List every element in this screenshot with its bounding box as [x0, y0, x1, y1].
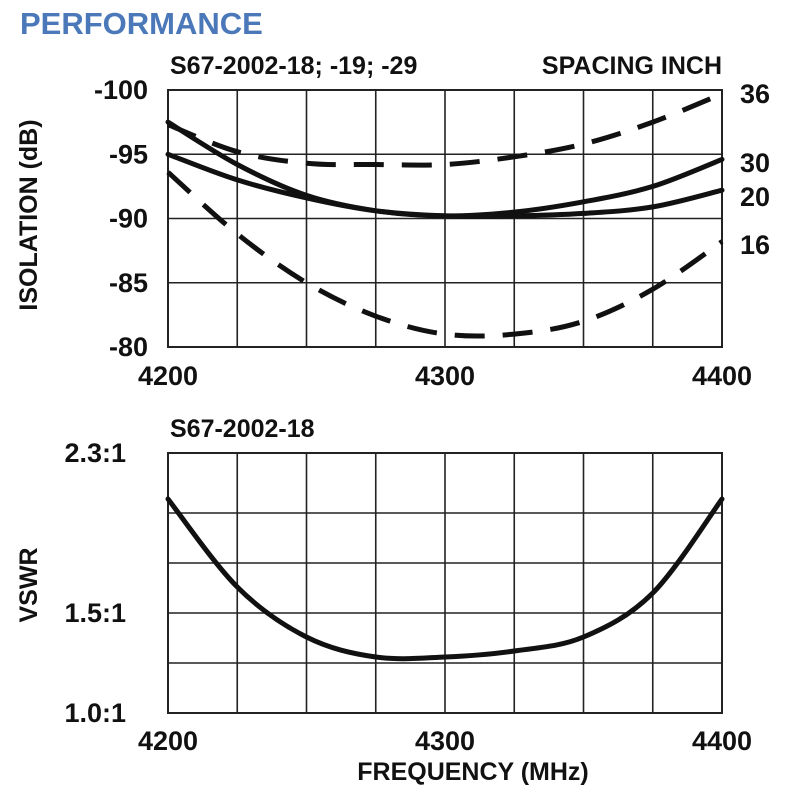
isolation-grid	[167, 89, 723, 348]
y-tick-label: -80	[109, 332, 148, 362]
isolation-y-axis-label: ISOLATION (dB)	[15, 119, 43, 310]
vswr-grid	[167, 452, 723, 714]
vswr-y-axis-label: VSWR	[15, 548, 43, 623]
y-tick-label: -100	[94, 75, 148, 105]
x-tick-label: 4400	[692, 726, 752, 756]
vswr-chart-title: S67-2002-18	[170, 415, 315, 443]
isolation-x-ticks: 4200 4300 4400	[138, 361, 752, 391]
y-tick-label: 1.0:1	[64, 698, 126, 728]
page-heading: PERFORMANCE	[20, 6, 263, 41]
x-tick-label: 4200	[138, 361, 198, 391]
y-tick-label: -85	[109, 268, 148, 298]
series-line-16	[166, 170, 724, 339]
spacing-legend-title: SPACING INCH	[542, 52, 722, 80]
isolation-chart-title: S67-2002-18; -19; -29	[170, 52, 417, 80]
y-tick-label: 1.5:1	[64, 598, 126, 628]
x-tick-label: 4300	[415, 361, 475, 391]
isolation-y-ticks: -100 -95 -90 -85 -80	[94, 75, 148, 362]
frequency-x-axis-label: FREQUENCY (MHz)	[357, 758, 588, 786]
series-line	[165, 496, 725, 662]
y-tick-label: 2.3:1	[64, 438, 126, 468]
legend-label-36: 36	[740, 79, 770, 109]
y-tick-label: -90	[109, 204, 148, 234]
isolation-series	[165, 91, 725, 339]
legend-label-16: 16	[740, 230, 770, 260]
vswr-chart: S67-2002-18 VSWR FREQUENCY (MHz) 1.0:11.…	[15, 415, 752, 786]
legend-label-20: 20	[740, 182, 770, 212]
vswr-x-ticks: 4200 4300 4400	[138, 726, 752, 756]
y-tick-label: -95	[109, 139, 148, 169]
spacing-legend: 36 30 20 16	[740, 79, 770, 260]
isolation-chart: S67-2002-18; -19; -29 SPACING INCH ISOLA…	[15, 52, 770, 391]
series-line-20	[165, 151, 725, 219]
x-tick-label: 4400	[692, 361, 752, 391]
vswr-y-ticks: 1.0:1 1.5:1 2.3:1	[64, 438, 126, 728]
vswr-series	[165, 496, 725, 662]
legend-label-30: 30	[740, 148, 770, 178]
x-tick-label: 4300	[415, 726, 475, 756]
x-tick-label: 4200	[138, 726, 198, 756]
